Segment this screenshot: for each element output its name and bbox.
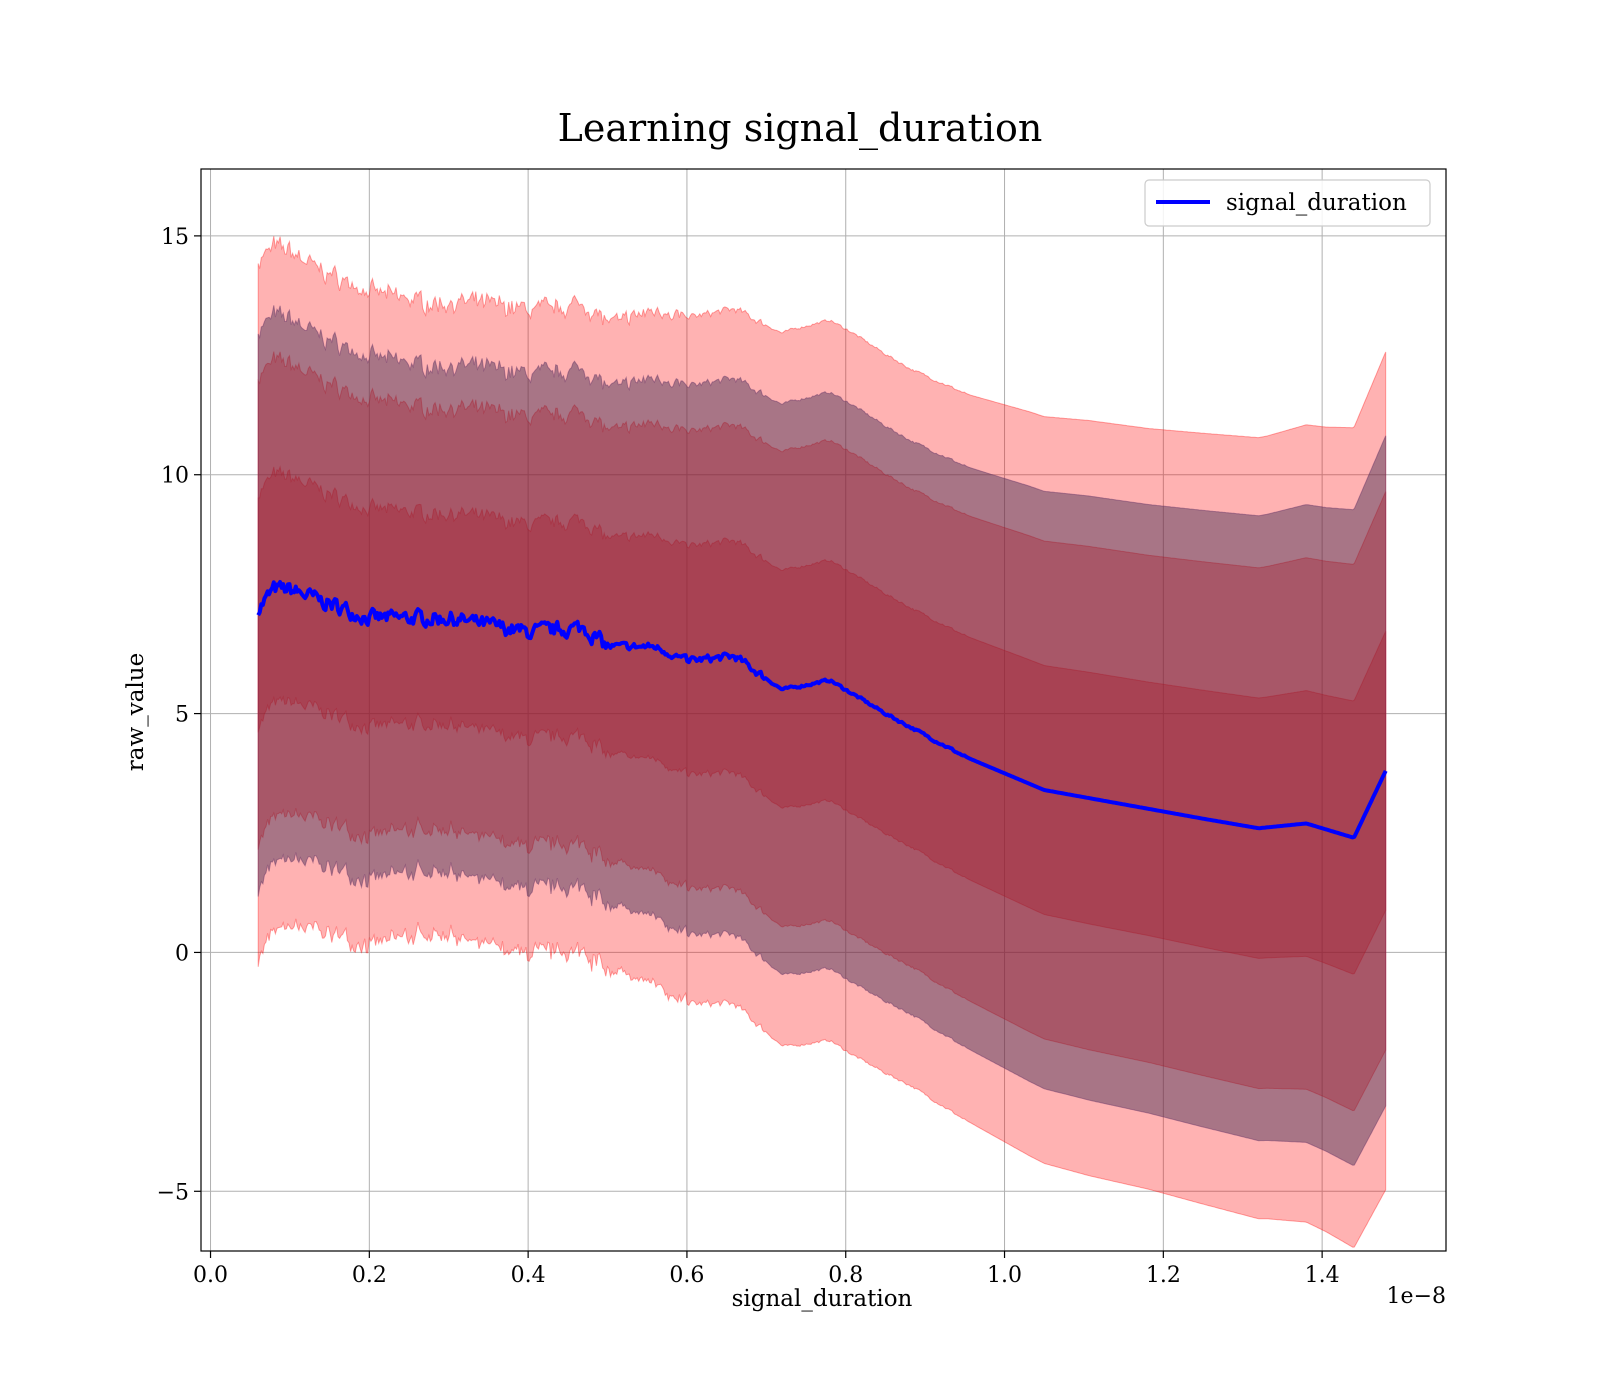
- x-tick-label: 0.0: [193, 1263, 228, 1288]
- x-tick-label: 0.6: [669, 1263, 704, 1288]
- series-line-signal-duration: [256, 580, 1388, 840]
- line-layer: [256, 580, 1388, 840]
- x-tick-label: 1.0: [987, 1263, 1022, 1288]
- x-tick-label: 0.4: [511, 1263, 546, 1288]
- legend-box: [1144, 179, 1431, 227]
- x-axis-label: signal_duration: [732, 1286, 913, 1312]
- band-core-overlay: [257, 305, 1387, 1166]
- y-tick-label: −5: [157, 1180, 189, 1205]
- band-3-sigma: [257, 236, 1387, 1248]
- y-tick-label: 5: [175, 703, 189, 728]
- band-layer: [257, 236, 1387, 1248]
- plot-frame: [200, 168, 1447, 1252]
- x-tick-label: 1.2: [1146, 1263, 1181, 1288]
- x-tick-label: 1.4: [1305, 1263, 1340, 1288]
- tick-layer: 0.0 0.2 0.4 0.6 0.8 1.0 1.2 1.4 −5 0 5 10 15: [157, 225, 1340, 1288]
- x-axis-offset-label: 1e−8: [1387, 1284, 1446, 1309]
- legend-label: signal_duration: [1226, 190, 1407, 216]
- y-tick-label: 10: [161, 464, 189, 489]
- y-tick-label: 0: [175, 941, 189, 966]
- legend: signal_duration: [1144, 179, 1431, 227]
- x-tick-label: 0.2: [352, 1263, 387, 1288]
- y-tick-label: 15: [161, 225, 189, 250]
- chart-title: Learning signal_duration: [558, 106, 1043, 151]
- y-axis-label: raw_value: [123, 653, 149, 771]
- grid-layer: [201, 169, 1446, 1251]
- x-tick-label: 0.8: [828, 1263, 863, 1288]
